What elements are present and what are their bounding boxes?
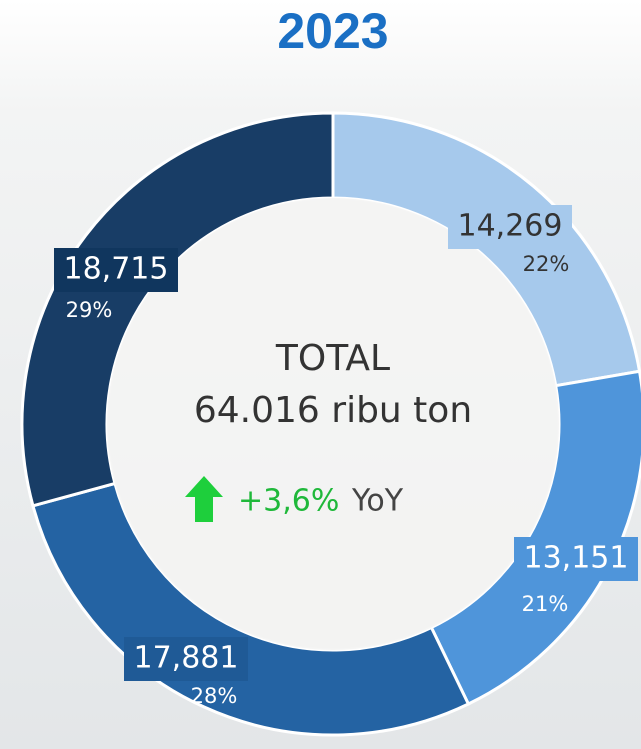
value-label: 13,151 — [524, 541, 629, 576]
value-label-box — [448, 205, 572, 249]
up-arrow — [185, 476, 223, 522]
share-label: 28% — [191, 684, 238, 708]
value-label: 17,881 — [134, 641, 239, 676]
share-label: 21% — [522, 592, 569, 616]
share-label: 29% — [66, 298, 113, 322]
value-label: 18,715 — [64, 252, 169, 287]
share-label: 22% — [523, 252, 570, 276]
donut-hole — [107, 198, 559, 650]
chart-title: 2023 — [277, 3, 388, 59]
value-label-box — [54, 248, 178, 292]
growth-suffix: YoY — [351, 484, 404, 519]
growth: +3,6% — [238, 484, 339, 519]
center-title: TOTAL — [275, 338, 390, 379]
value-label: 14,269 — [458, 209, 563, 244]
value-label-box — [514, 537, 638, 581]
value-label-box — [124, 637, 248, 681]
total: 64.016 ribu ton — [194, 390, 472, 431]
